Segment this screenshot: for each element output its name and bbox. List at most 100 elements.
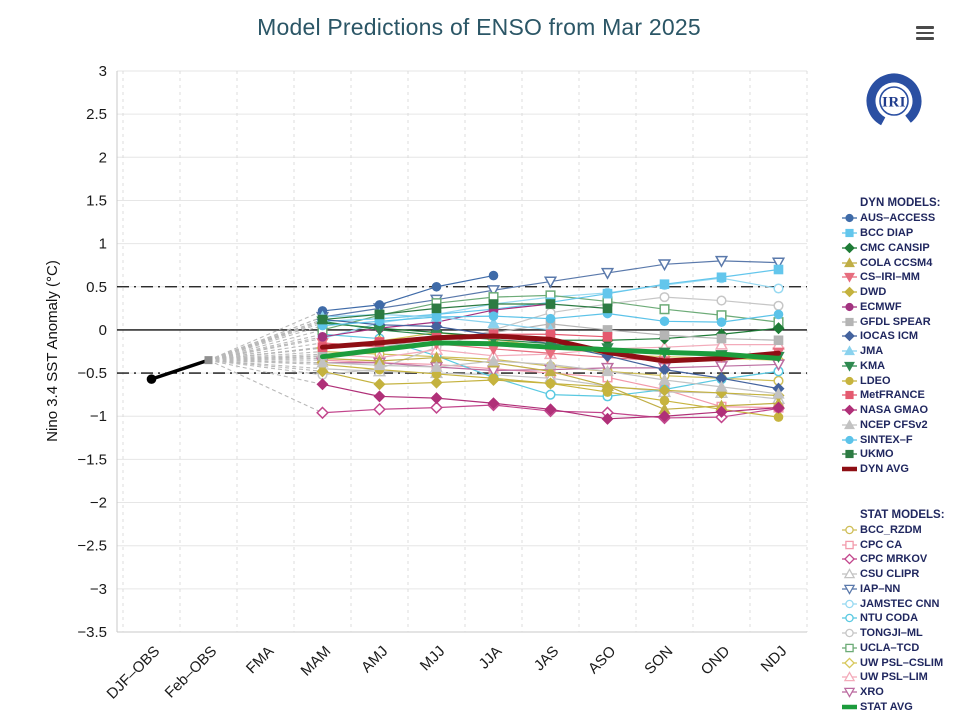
data-point-marker bbox=[659, 304, 670, 315]
data-point-marker bbox=[488, 311, 499, 321]
y-tick-label: 2.5 bbox=[86, 106, 107, 123]
fan-line bbox=[208, 359, 323, 370]
y-tick-label: −1.5 bbox=[77, 451, 107, 468]
y-tick-label: 3 bbox=[99, 63, 107, 80]
y-axis-label: Nino 3.4 SST Anomaly (°C) bbox=[44, 260, 61, 442]
fan-line bbox=[208, 359, 323, 364]
data-point-marker bbox=[430, 360, 443, 372]
fan-line bbox=[208, 325, 323, 361]
legend-item-aus-access: AUS–ACCESS bbox=[841, 211, 958, 226]
legend-item-iocas-icm: IOCAS ICM bbox=[841, 329, 958, 344]
data-point-marker bbox=[659, 316, 670, 327]
legend-item-xro: XRO bbox=[841, 685, 958, 700]
hamburger-menu-icon[interactable] bbox=[916, 26, 934, 43]
legend-label-ecmwf: ECMWF bbox=[860, 300, 902, 313]
model-legend: DYN MODELS: AUS–ACCESS BCC DIAP CMC CANSIP… bbox=[841, 196, 958, 714]
fan-line bbox=[208, 320, 323, 361]
series-ncep-cfsv2 bbox=[316, 354, 785, 399]
data-point-marker bbox=[316, 406, 329, 420]
x-tick-label: JAS bbox=[531, 643, 562, 674]
data-point-marker bbox=[602, 303, 613, 314]
legend-label-metfrance: MetFRANCE bbox=[860, 389, 925, 402]
legend-label-kma: KMA bbox=[860, 359, 886, 372]
y-tick-label: 1 bbox=[99, 236, 107, 253]
series-stat-avg bbox=[320, 340, 781, 361]
ucla-tcd-marker-icon bbox=[842, 643, 857, 653]
series-dyn-avg bbox=[320, 333, 781, 364]
legend-item-sintex-f: SINTEX–F bbox=[841, 432, 958, 447]
data-point-marker bbox=[488, 299, 499, 309]
ncep-cfsv2-marker-icon bbox=[842, 419, 857, 429]
data-point-marker bbox=[316, 365, 329, 378]
fan-line bbox=[208, 359, 323, 385]
data-point-marker bbox=[544, 365, 557, 377]
data-point-marker bbox=[602, 387, 613, 397]
x-tick-label: DJF–OBS bbox=[104, 643, 164, 703]
x-tick-label: ASO bbox=[585, 643, 619, 677]
cmc-cansip-marker-icon bbox=[842, 242, 857, 254]
legend-item-metfrance: MetFRANCE bbox=[841, 388, 958, 403]
data-point-marker bbox=[374, 309, 385, 320]
x-tick-label: MJJ bbox=[417, 643, 448, 674]
dyn-models-list: AUS–ACCESS BCC DIAP CMC CANSIP COLA CCSM4 CS… bbox=[841, 211, 958, 477]
legend-label-ucla-tcd: UCLA–TCD bbox=[860, 641, 920, 654]
fan-line bbox=[208, 359, 323, 414]
gfdl-spear-marker-icon bbox=[842, 317, 857, 326]
dyn-models-header: DYN MODELS: bbox=[860, 197, 941, 209]
legend-item-cmc-cansip: CMC CANSIP bbox=[841, 241, 958, 256]
fan-line bbox=[208, 350, 323, 361]
fan-line bbox=[208, 356, 323, 361]
data-point-marker bbox=[488, 373, 499, 384]
tongji-ml-marker-icon bbox=[842, 628, 857, 638]
legend-label-jamstec-cnn: JAMSTEC CNN bbox=[860, 597, 940, 610]
y-tick-label: −0.5 bbox=[77, 365, 107, 382]
data-point-marker bbox=[716, 295, 727, 306]
metfrance-marker-icon bbox=[842, 391, 857, 400]
bcc-rzdm-marker-icon bbox=[842, 525, 857, 535]
legend-item-tongji-ml: TONGJI–ML bbox=[841, 626, 958, 641]
x-tick-label: JJA bbox=[476, 643, 506, 673]
data-point-marker bbox=[773, 309, 784, 320]
legend-item-ntu-coda: NTU CODA bbox=[841, 611, 958, 626]
x-tick-label: AMJ bbox=[358, 643, 391, 676]
legend-label-ukmo: UKMO bbox=[860, 448, 894, 461]
data-point-marker bbox=[600, 267, 615, 280]
data-point-marker bbox=[373, 390, 386, 403]
legend-item-uw-psl-cslim: UW PSL–CSLIM bbox=[841, 655, 958, 670]
legend-item-cola-ccsm4: COLA CCSM4 bbox=[841, 255, 958, 270]
data-point-marker bbox=[545, 389, 556, 400]
legend-item-bcc-rzdm: BCC_RZDM bbox=[841, 523, 958, 538]
legend-item-ecmwf: ECMWF bbox=[841, 300, 958, 315]
cpc-mrkov-marker-icon bbox=[842, 553, 857, 565]
legend-label-cpc-ca: CPC CA bbox=[860, 538, 903, 551]
data-point-marker bbox=[773, 335, 784, 346]
fan-line bbox=[208, 336, 323, 361]
cs-iri-mm-marker-icon bbox=[842, 273, 857, 283]
nasa-gmao-marker-icon bbox=[842, 404, 857, 416]
data-point-marker bbox=[431, 281, 442, 292]
data-point-marker bbox=[544, 403, 557, 416]
series-nasa-gmao bbox=[316, 378, 785, 425]
series-aus-access bbox=[317, 270, 499, 316]
iri-logo-text: IRI bbox=[882, 95, 906, 111]
legend-item-cs-iri-mm: CS–IRI–MM bbox=[841, 270, 958, 285]
ecmwf-marker-icon bbox=[842, 302, 857, 311]
fan-line bbox=[208, 316, 323, 361]
legend-item-ldeo: LDEO bbox=[841, 373, 958, 388]
data-point-marker bbox=[773, 300, 784, 311]
x-tick-label: FMA bbox=[243, 643, 277, 677]
legend-item-ukmo: UKMO bbox=[841, 447, 958, 462]
legend-label-cola-ccsm4: COLA CCSM4 bbox=[860, 256, 933, 269]
observation-line bbox=[150, 358, 210, 381]
x-tick-label: SON bbox=[641, 643, 676, 678]
x-tick-label: Feb–OBS bbox=[162, 643, 221, 702]
legend-label-iap-nn: IAP–NN bbox=[860, 582, 901, 595]
data-point-marker bbox=[545, 378, 556, 389]
jamstec-cnn-marker-icon bbox=[842, 599, 857, 608]
legend-label-csu-clipr: CSU CLIPR bbox=[860, 568, 920, 581]
data-point-marker bbox=[659, 330, 670, 340]
legend-label-dwd: DWD bbox=[860, 286, 887, 299]
data-point-marker bbox=[488, 270, 499, 281]
